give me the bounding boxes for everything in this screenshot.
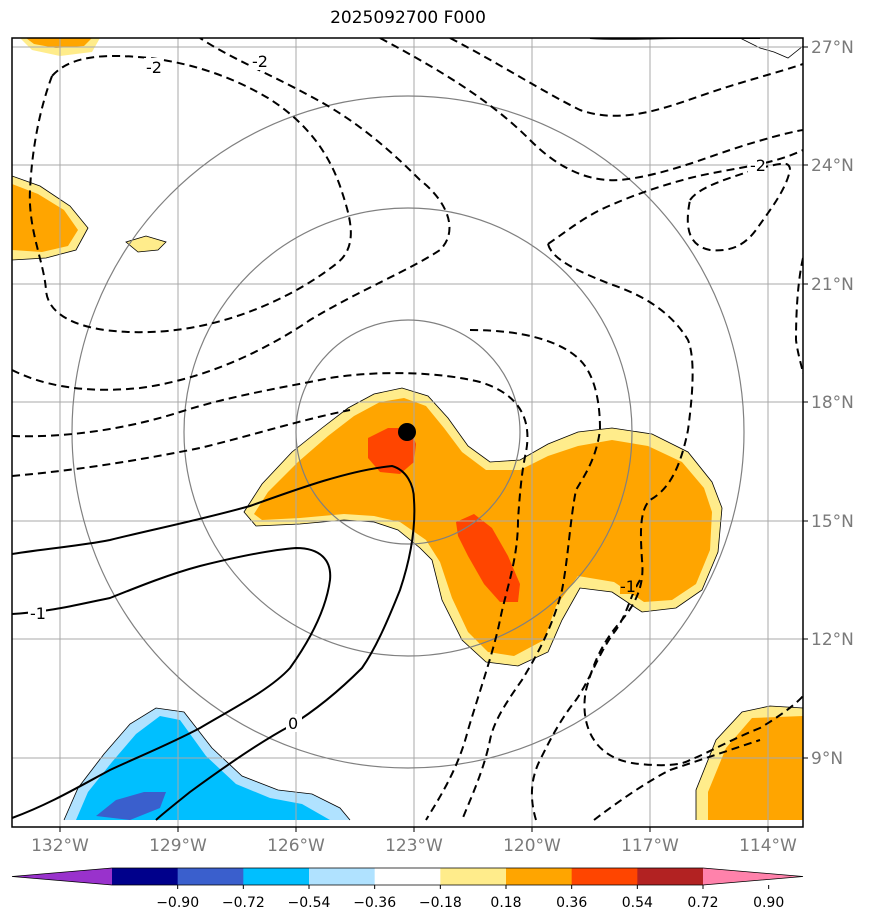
lon-label: 132°W xyxy=(31,836,89,856)
lon-label: 123°W xyxy=(385,836,443,856)
storm-center-marker xyxy=(398,423,416,441)
lat-label: 12°N xyxy=(811,630,854,650)
lat-label: 9°N xyxy=(811,749,843,769)
colorbar-labels: −0.90 −0.72 −0.54 −0.36 −0.18 0.18 0.36 0.54 0.7… xyxy=(156,895,784,911)
colorbar-label: −0.54 xyxy=(288,895,331,911)
colorbar-label: 0.72 xyxy=(687,895,718,911)
shaded-fields xyxy=(12,38,803,820)
colorbar-swatch xyxy=(637,868,704,885)
colorbar xyxy=(11,867,804,889)
colorbar-extend-low xyxy=(12,868,112,885)
range-rings xyxy=(71,95,745,769)
contour-labels: -2 -2 -2 -1 0 -1 xyxy=(28,52,766,733)
latitude-labels: 27°N 24°N 21°N 18°N 15°N 12°N 9°N xyxy=(811,38,854,769)
lon-label: 114°W xyxy=(739,836,797,856)
map-frame xyxy=(11,37,804,828)
colorbar-label: −0.18 xyxy=(419,895,462,911)
colorbar-label: 0.90 xyxy=(753,895,784,911)
chart-title: 2025092700 F000 xyxy=(330,8,486,28)
tick-marks xyxy=(59,46,808,832)
colorbar-swatch xyxy=(309,868,376,885)
colorbar-label: 0.36 xyxy=(556,895,587,911)
colorbar-label: −0.72 xyxy=(222,895,265,911)
range-ring-6deg xyxy=(183,207,633,657)
contour-label: -2 xyxy=(750,156,766,175)
colorbar-extend-high xyxy=(703,868,803,885)
colorbar-swatch xyxy=(374,868,441,885)
colorbar-swatch xyxy=(571,868,638,885)
colorbar-outline xyxy=(11,867,804,886)
lat-label: 21°N xyxy=(811,275,854,295)
colorbar-swatch xyxy=(177,868,244,885)
contour-label: -2 xyxy=(252,52,268,71)
contour-label: 0 xyxy=(288,714,298,733)
colorbar-label: 0.18 xyxy=(490,895,521,911)
longitude-labels: 132°W 129°W 126°W 123°W 120°W 117°W 114°… xyxy=(31,836,797,856)
range-ring-9deg xyxy=(71,95,745,769)
range-ring-3deg xyxy=(295,319,521,545)
contour-label: -1 xyxy=(30,604,46,623)
colorbar-label: −0.36 xyxy=(353,895,396,911)
colorbar-label: 0.54 xyxy=(622,895,653,911)
lon-label: 129°W xyxy=(149,836,207,856)
lon-label: 126°W xyxy=(267,836,325,856)
contour-label: -2 xyxy=(146,58,162,77)
lon-label: 117°W xyxy=(621,836,679,856)
lat-label: 18°N xyxy=(811,393,854,413)
contour-label: -1 xyxy=(620,577,636,596)
lat-label: 24°N xyxy=(811,156,854,176)
colorbar-swatch xyxy=(112,868,179,885)
colorbar-swatch xyxy=(506,868,573,885)
map-area: -2 -2 -2 -1 0 -1 xyxy=(12,38,803,827)
lon-label: 120°W xyxy=(503,836,561,856)
lat-label: 27°N xyxy=(811,38,854,58)
colorbar-label: −0.90 xyxy=(156,895,199,911)
lat-label: 15°N xyxy=(811,512,854,532)
colorbar-swatch xyxy=(243,868,310,885)
colorbar-swatch xyxy=(440,868,507,885)
